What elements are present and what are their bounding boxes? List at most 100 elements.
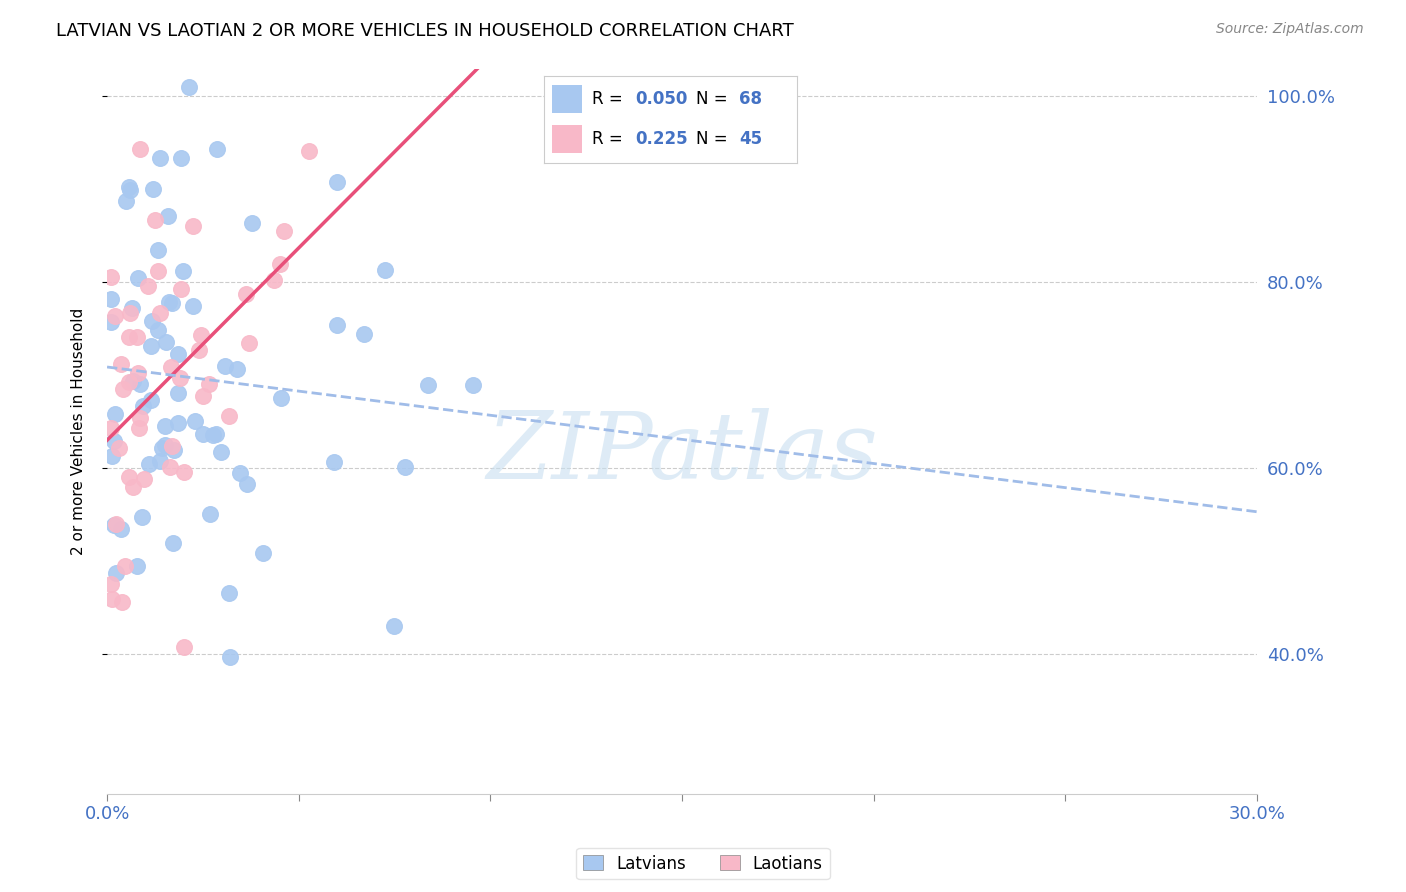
Point (202, 427, 225, 442)
Point (129, 411, 152, 425)
Point (177, 80, 200, 95)
Point (263, 273, 285, 287)
Point (160, 360, 183, 375)
Point (142, 182, 165, 196)
Point (238, 336, 260, 351)
Point (141, 314, 163, 328)
Point (323, 455, 346, 469)
Point (269, 257, 291, 271)
Point (326, 175, 349, 189)
Point (128, 142, 150, 156)
Point (184, 414, 207, 428)
Point (121, 374, 143, 388)
Legend: Latvians, Laotians: Latvians, Laotians (576, 848, 830, 880)
Point (167, 347, 190, 361)
Point (100, 577, 122, 591)
Point (163, 442, 186, 457)
Point (139, 392, 162, 407)
Point (104, 309, 127, 323)
Y-axis label: 2 or more Vehicles in Household: 2 or more Vehicles in Household (72, 308, 86, 555)
Point (240, 216, 263, 230)
Point (181, 219, 204, 234)
Point (218, 586, 240, 600)
Point (273, 224, 295, 238)
Point (128, 376, 150, 391)
Point (193, 389, 215, 403)
Point (160, 439, 183, 453)
Point (394, 460, 416, 475)
Point (138, 457, 160, 471)
Point (169, 371, 191, 385)
Point (108, 441, 131, 455)
Point (209, 445, 232, 459)
Point (149, 454, 172, 468)
Point (157, 295, 180, 310)
Point (110, 357, 132, 371)
Point (153, 437, 176, 451)
Point (104, 517, 127, 532)
Point (298, 144, 321, 158)
Point (132, 400, 155, 414)
Point (143, 213, 166, 227)
Point (118, 330, 141, 344)
Point (205, 427, 228, 442)
Point (167, 385, 190, 400)
Point (172, 263, 194, 277)
Point (101, 592, 124, 607)
Point (100, 315, 122, 329)
Point (353, 326, 375, 341)
Point (188, 343, 211, 357)
Point (118, 179, 141, 194)
Point (252, 546, 274, 560)
Point (461, 378, 484, 392)
Point (167, 416, 190, 430)
Point (134, 472, 156, 486)
Point (110, 522, 132, 536)
Point (148, 243, 170, 257)
Point (114, 558, 136, 573)
Point (141, 339, 163, 353)
Point (146, 264, 169, 278)
Point (100, 270, 122, 285)
Point (173, 465, 195, 479)
Point (181, 299, 204, 313)
Point (170, 152, 193, 166)
Point (205, 142, 228, 156)
Point (127, 330, 149, 344)
Point (374, 262, 396, 277)
Text: ZIPatlas: ZIPatlas (486, 408, 877, 498)
Point (235, 286, 257, 301)
Point (170, 282, 193, 296)
Point (118, 375, 141, 389)
Point (173, 640, 195, 654)
Point (103, 518, 125, 533)
Point (111, 594, 134, 608)
Point (198, 376, 221, 391)
Point (155, 335, 177, 350)
Point (100, 292, 122, 306)
Point (128, 421, 150, 435)
Point (127, 366, 149, 380)
Point (159, 460, 181, 475)
Point (105, 566, 128, 580)
Point (101, 449, 124, 463)
Point (104, 407, 127, 421)
Point (225, 362, 247, 376)
Text: Source: ZipAtlas.com: Source: ZipAtlas.com (1216, 22, 1364, 37)
Point (162, 535, 184, 549)
Point (100, 421, 122, 435)
Point (270, 391, 292, 405)
Point (120, 183, 142, 197)
Point (384, 618, 406, 632)
Point (111, 382, 134, 396)
Point (138, 278, 160, 293)
Point (127, 271, 149, 285)
Point (229, 466, 252, 480)
Point (160, 296, 183, 310)
Point (150, 442, 173, 456)
Point (120, 306, 142, 320)
Point (218, 409, 240, 424)
Point (118, 470, 141, 484)
Point (190, 327, 212, 342)
Point (115, 194, 138, 208)
